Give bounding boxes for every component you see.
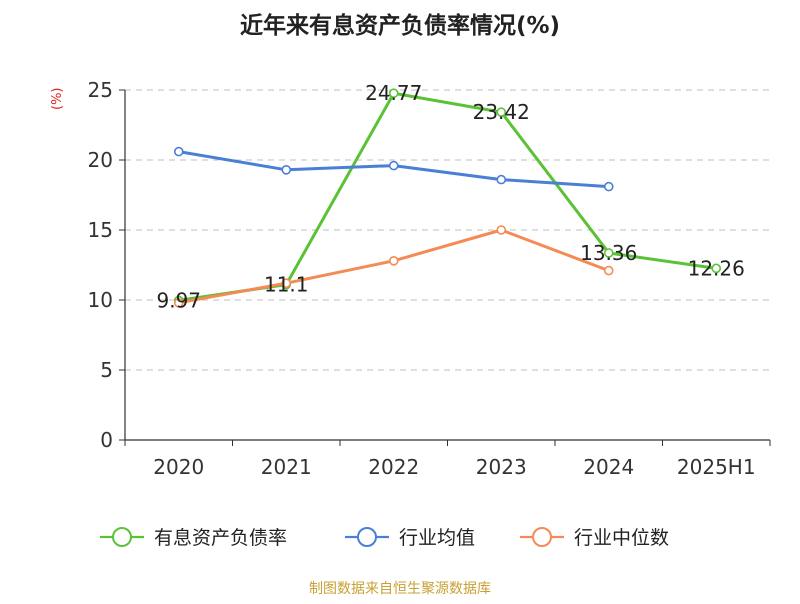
data-point (281, 278, 292, 289)
x-tick-label: 2025H1 (677, 455, 756, 479)
data-label: 24.77 (365, 81, 422, 105)
data-point (603, 181, 614, 192)
legend-label: 行业均值 (399, 527, 475, 549)
y-tick-label: 15 (88, 218, 113, 242)
legend-label: 有息资产负债率 (154, 527, 287, 549)
x-tick-label: 2023 (476, 455, 527, 479)
source-note: 制图数据来自恒生聚源数据库 (309, 581, 491, 597)
legend-marker (112, 527, 132, 547)
data-point (603, 248, 614, 258)
data-label: 11.1 (264, 273, 309, 297)
y-tick-label: 5 (100, 358, 113, 382)
data-point (496, 174, 507, 185)
data-label: 23.42 (473, 100, 530, 124)
legend-label: 行业中位数 (574, 527, 669, 549)
data-point (281, 165, 292, 175)
y-tick-label: 10 (88, 288, 113, 312)
data-point (496, 225, 507, 235)
data-point (388, 88, 399, 99)
series-line-2 (178, 228, 610, 305)
x-tick-label: 2021 (261, 455, 312, 479)
y-tick-label: 0 (100, 428, 113, 452)
y-axis-unit-label: (%) (50, 87, 65, 111)
legend-marker (357, 527, 377, 547)
x-tick-label: 2022 (368, 455, 419, 479)
data-label: 13.36 (580, 241, 637, 265)
data-point (496, 107, 507, 117)
chart-title: 近年来有息资产负债率情况(%) (239, 13, 561, 39)
x-tick-label: 2020 (153, 455, 204, 479)
data-point (388, 255, 399, 266)
series-line-0 (178, 91, 717, 302)
data-point (388, 160, 399, 171)
data-point (711, 263, 722, 274)
data-point (173, 146, 184, 157)
legend-marker (532, 527, 552, 547)
data-label: 12.26 (688, 256, 745, 280)
data-label: 9.97 (156, 288, 201, 312)
y-tick-label: 25 (88, 78, 113, 102)
data-point (603, 265, 614, 276)
x-tick-label: 2024 (583, 455, 634, 479)
y-tick-label: 20 (88, 148, 113, 172)
data-point (173, 297, 184, 308)
